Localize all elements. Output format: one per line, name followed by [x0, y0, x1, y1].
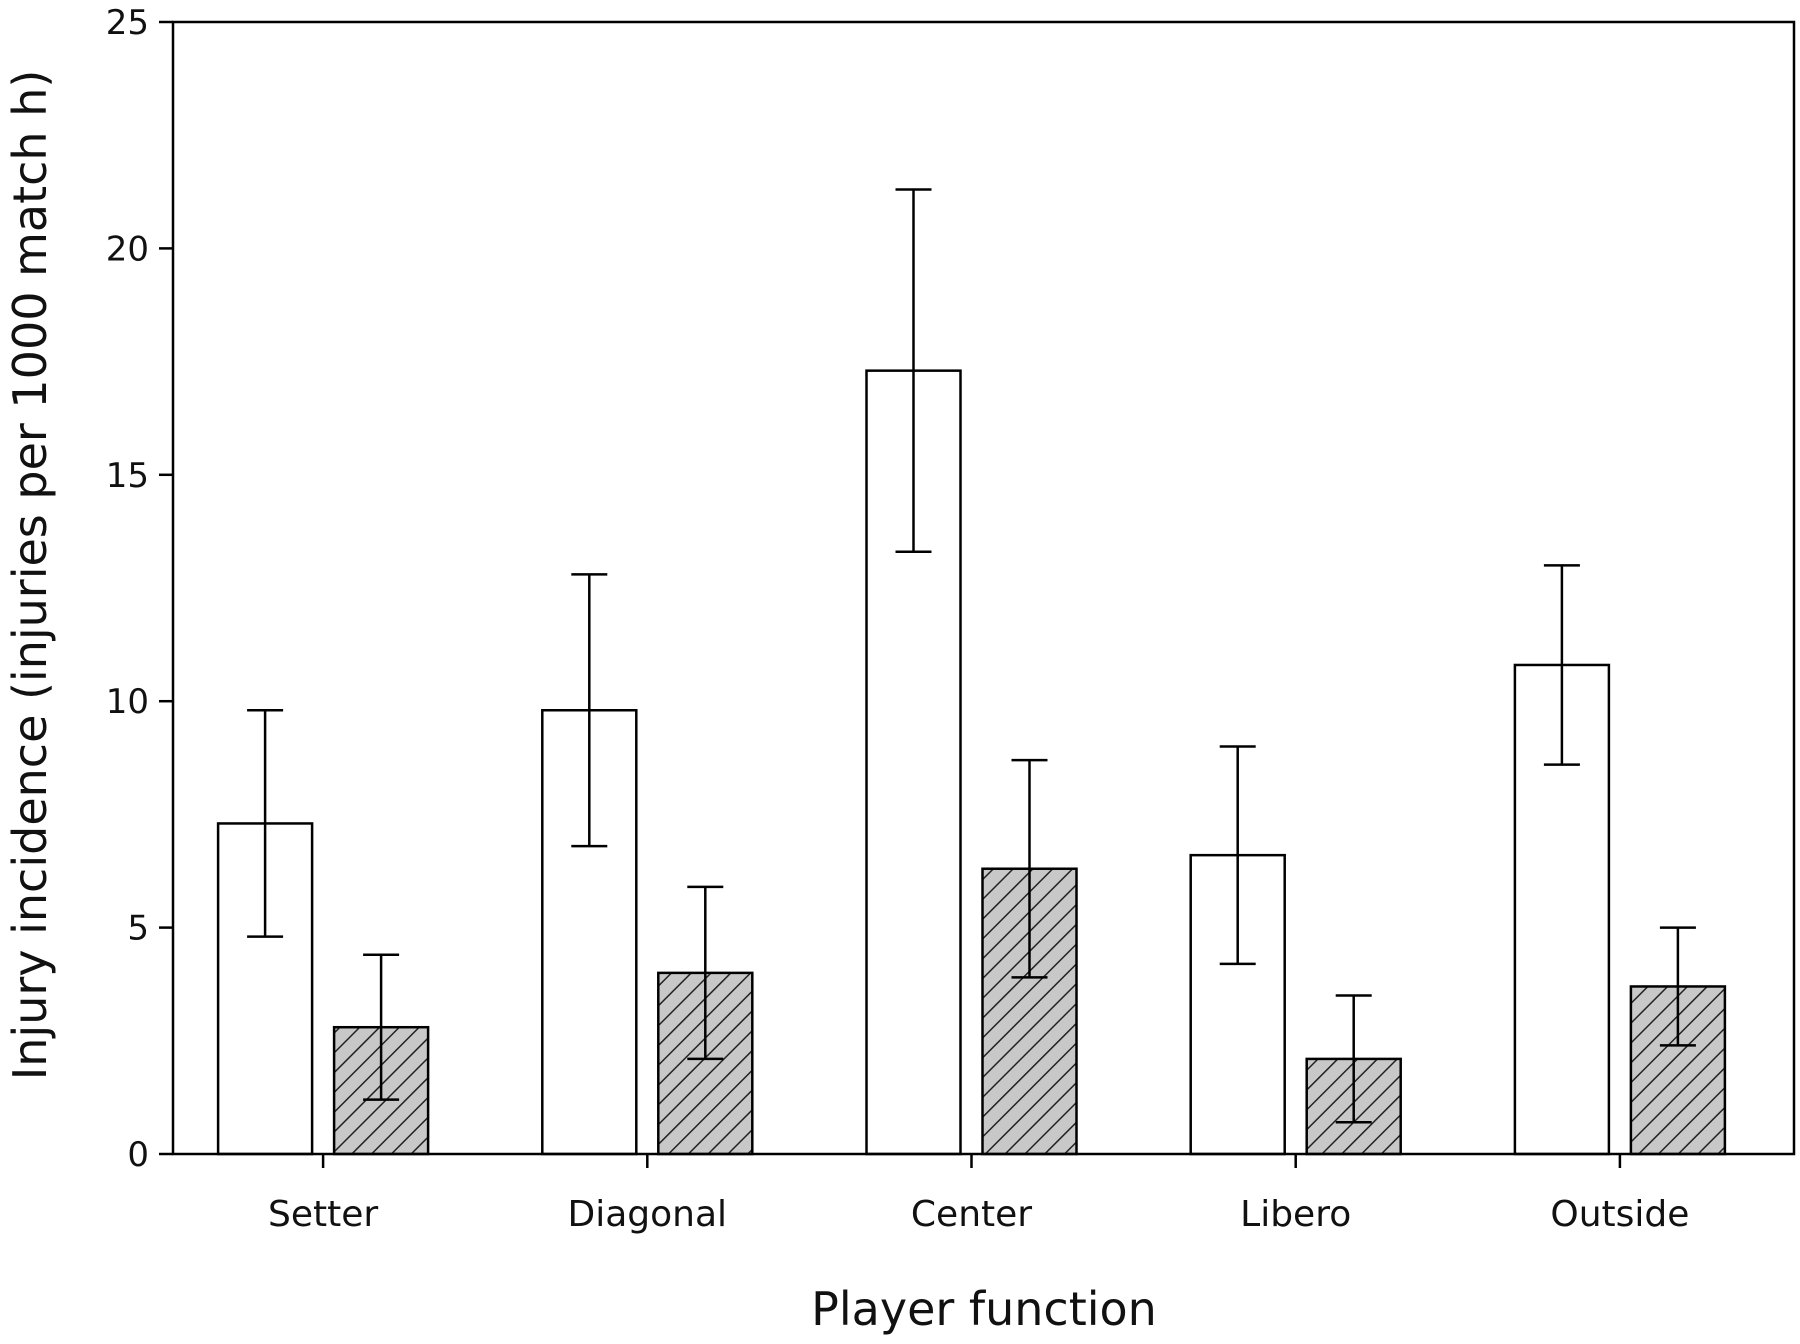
- y-tick-label: 5: [127, 909, 149, 949]
- x-tick-label-libero: Libero: [1240, 1194, 1351, 1235]
- x-tick-label-outside: Outside: [1550, 1194, 1689, 1235]
- x-tick-label-diagonal: Diagonal: [568, 1194, 728, 1235]
- y-tick-label: 25: [106, 3, 149, 43]
- y-axis-title: Injury incidence (injuries per 1000 matc…: [3, 70, 57, 1081]
- y-tick-label: 15: [106, 456, 149, 496]
- y-tick-label: 20: [106, 229, 149, 269]
- y-tick-label: 0: [127, 1135, 149, 1175]
- x-tick-label-center: Center: [911, 1194, 1032, 1235]
- x-axis-title: Player function: [811, 1282, 1157, 1336]
- y-tick-label: 10: [106, 682, 149, 722]
- plot-frame: [171, 20, 1796, 1156]
- x-tick-label-setter: Setter: [268, 1194, 378, 1235]
